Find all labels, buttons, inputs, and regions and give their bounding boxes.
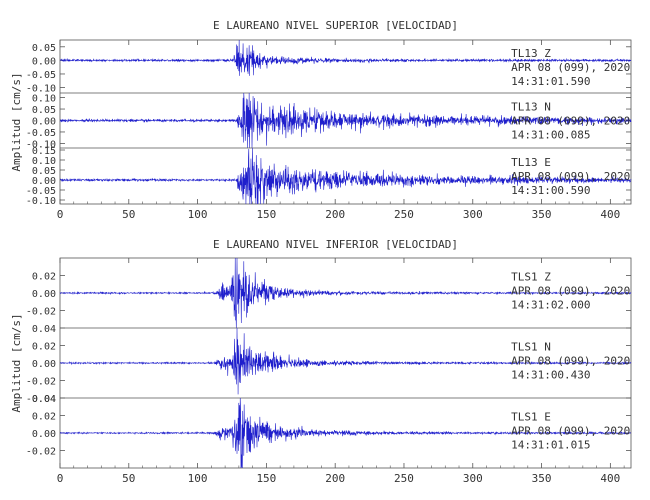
- y-tick-label: 0.04: [32, 324, 56, 335]
- x-tick-label: 0: [57, 472, 64, 485]
- seismic-trace: [59, 327, 632, 395]
- x-tick-label: 250: [394, 208, 414, 221]
- record-time-label: 14:31:01.590: [511, 75, 590, 88]
- x-tick-label: 150: [256, 472, 276, 485]
- y-tick-label: -0.10: [26, 139, 56, 150]
- y-tick-label: 0.00: [32, 56, 56, 67]
- seismic-trace: [59, 92, 632, 149]
- y-tick-label: 0.02: [32, 272, 56, 283]
- record-time-label: 14:31:00.085: [511, 129, 590, 142]
- y-tick-label: -0.05: [26, 128, 56, 139]
- station-component-label: TLS1 E: [511, 410, 551, 423]
- y-tick-label: -0.04: [26, 394, 56, 405]
- x-tick-label: 300: [463, 472, 483, 485]
- seismic-trace: [59, 39, 632, 76]
- y-tick-label: 0.10: [32, 94, 56, 105]
- y-tick-label: 0.00: [32, 289, 56, 300]
- record-date-label: APR 08 (099), 2020: [511, 284, 630, 297]
- x-tick-label: 400: [600, 472, 620, 485]
- y-tick-label: 0.15: [32, 146, 56, 157]
- y-tick-label: -0.02: [26, 447, 56, 458]
- y-tick-label: -0.02: [26, 307, 56, 318]
- y-tick-label: 0.00: [32, 359, 56, 370]
- y-tick-label: 0.04: [32, 394, 56, 405]
- y-tick-label: 0.02: [32, 412, 56, 423]
- record-date-label: APR 08 (099), 2020: [511, 170, 630, 183]
- chart-group-1: E LAUREANO NIVEL SUPERIOR [VELOCIDAD] Amp…: [10, 19, 632, 221]
- x-tick-label: 200: [325, 208, 345, 221]
- y-tick-label: 0.05: [32, 43, 56, 54]
- seismic-trace: [59, 147, 632, 205]
- station-component-label: TLS1 Z: [511, 270, 551, 283]
- y-tick-label: -0.05: [26, 186, 56, 197]
- station-component-label: TL13 E: [511, 156, 551, 169]
- record-date-label: APR 08 (099), 2020: [511, 424, 630, 437]
- y-tick-label: 0.10: [32, 156, 56, 167]
- x-tick-label: 100: [188, 472, 208, 485]
- x-tick-label: 350: [532, 472, 552, 485]
- y-tick-label: 0.00: [32, 429, 56, 440]
- chart-title: E LAUREANO NIVEL INFERIOR [VELOCIDAD]: [213, 238, 458, 251]
- x-tick-label: 0: [57, 208, 64, 221]
- y-tick-label: 0.05: [32, 166, 56, 177]
- y-tick-label: 0.00: [32, 117, 56, 128]
- x-tick-label: 100: [188, 208, 208, 221]
- y-tick-label: -0.10: [26, 84, 56, 95]
- x-tick-label: 50: [122, 208, 135, 221]
- y-axis-label: Amplitud [cm/s]: [10, 313, 23, 412]
- record-date-label: APR 08 (099), 2020: [511, 61, 630, 74]
- record-time-label: 14:31:00.430: [511, 368, 590, 381]
- y-tick-label: -0.05: [26, 70, 56, 81]
- x-tick-label: 400: [600, 208, 620, 221]
- station-component-label: TL13 Z: [511, 47, 551, 60]
- y-tick-label: -0.10: [26, 196, 56, 207]
- chart-group-2: E LAUREANO NIVEL INFERIOR [VELOCIDAD] Amp…: [10, 238, 632, 485]
- station-component-label: TL13 N: [511, 101, 551, 114]
- record-time-label: 14:31:01.015: [511, 438, 590, 451]
- seismic-trace: [59, 397, 632, 469]
- station-component-label: TLS1 N: [511, 340, 551, 353]
- seismic-trace: [59, 257, 632, 329]
- record-time-label: 14:31:00.590: [511, 184, 590, 197]
- chart-title: E LAUREANO NIVEL SUPERIOR [VELOCIDAD]: [213, 19, 458, 32]
- x-tick-label: 200: [325, 472, 345, 485]
- x-tick-label: 350: [532, 208, 552, 221]
- y-tick-label: -0.02: [26, 377, 56, 388]
- x-tick-label: 50: [122, 472, 135, 485]
- y-tick-label: 0.02: [32, 342, 56, 353]
- y-axis-label: Amplitud [cm/s]: [10, 72, 23, 171]
- x-tick-label: 150: [256, 208, 276, 221]
- x-tick-label: 300: [463, 208, 483, 221]
- y-tick-label: 0.05: [32, 105, 56, 116]
- record-date-label: APR 08 (099), 2020: [511, 115, 630, 128]
- record-date-label: APR 08 (099), 2020: [511, 354, 630, 367]
- y-tick-label: 0.00: [32, 176, 56, 187]
- x-tick-label: 250: [394, 472, 414, 485]
- record-time-label: 14:31:02.000: [511, 298, 590, 311]
